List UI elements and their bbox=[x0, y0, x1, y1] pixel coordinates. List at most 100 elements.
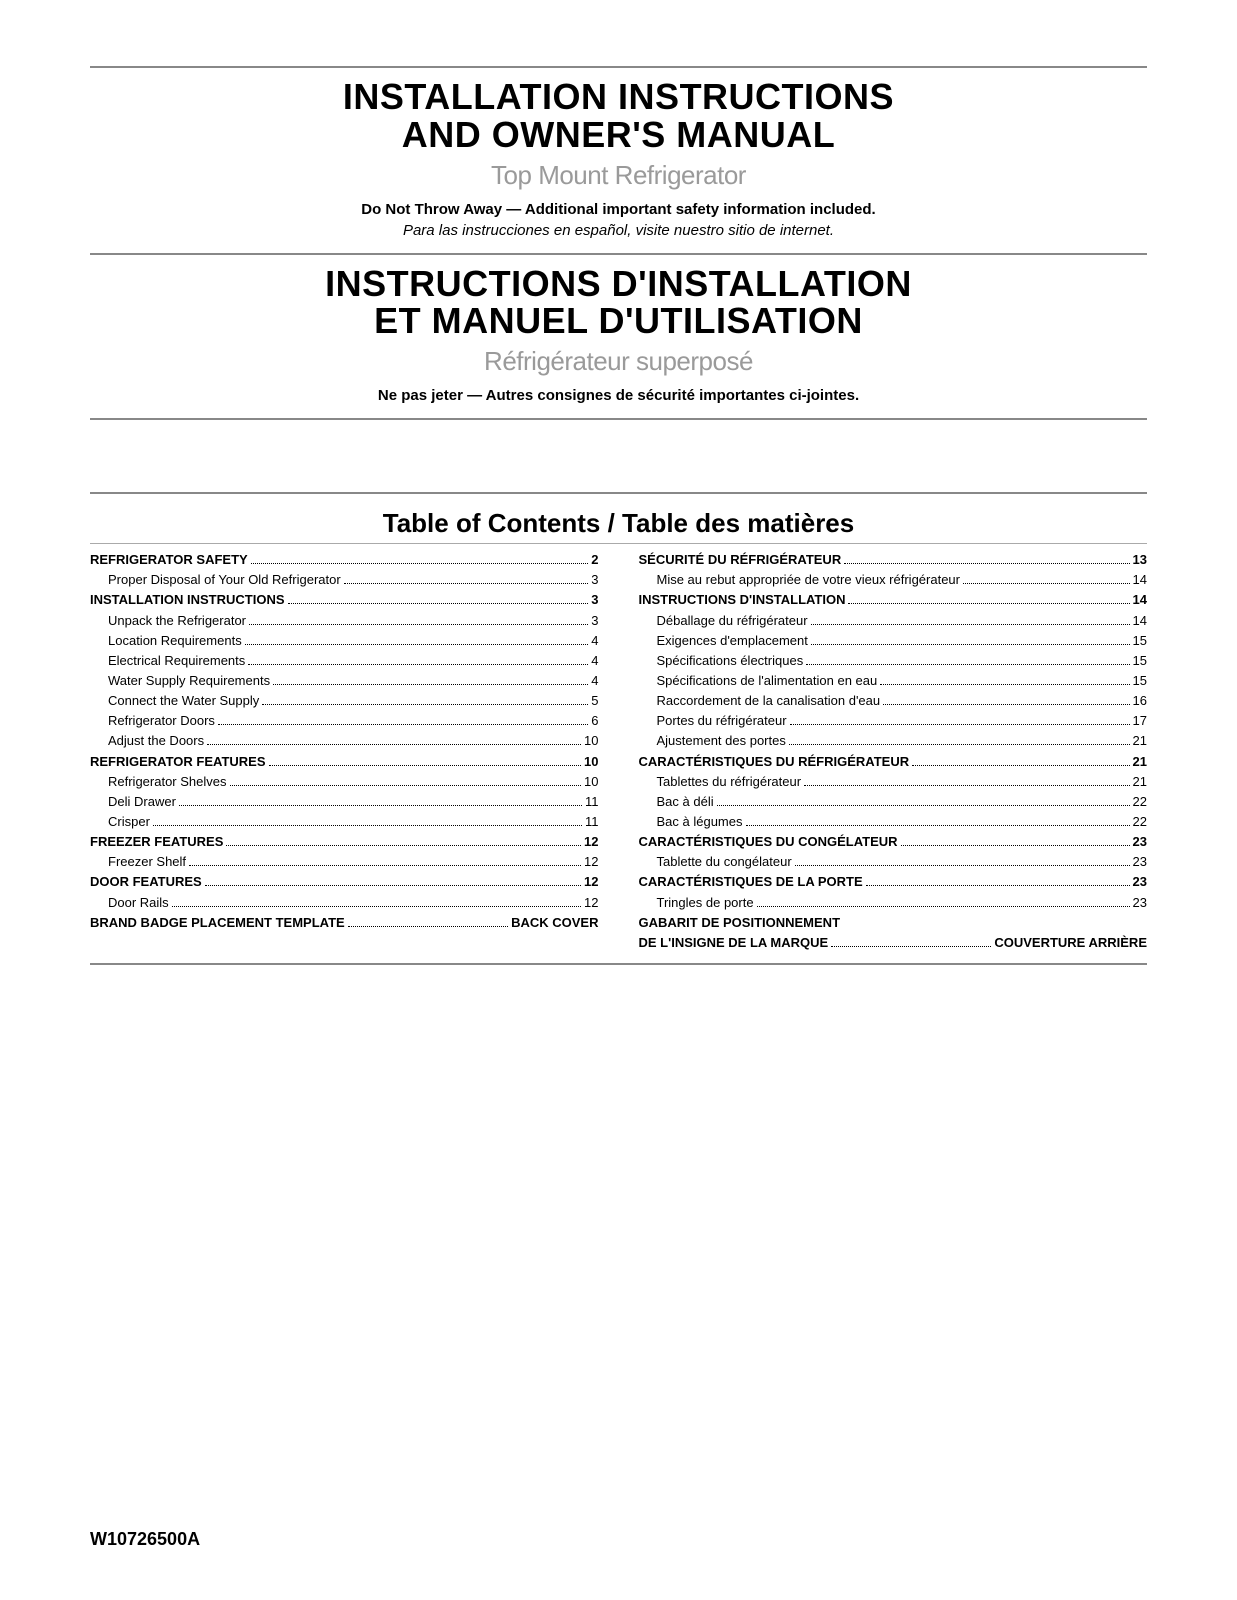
subtitle-fr: Réfrigérateur superposé bbox=[90, 346, 1147, 377]
toc-page: 16 bbox=[1133, 691, 1147, 711]
toc-page: 12 bbox=[584, 852, 598, 872]
toc-leader-dots bbox=[172, 906, 581, 907]
toc-label: Door Rails bbox=[90, 893, 169, 913]
toc-row: Spécifications électriques15 bbox=[639, 651, 1148, 671]
toc-label: REFRIGERATOR FEATURES bbox=[90, 752, 266, 772]
toc-leader-dots bbox=[248, 664, 588, 665]
toc-label: Water Supply Requirements bbox=[90, 671, 270, 691]
rule-mid2 bbox=[90, 418, 1147, 420]
toc-label: Spécifications de l'alimentation en eau bbox=[639, 671, 878, 691]
toc-label: SÉCURITÉ DU RÉFRIGÉRATEUR bbox=[639, 550, 842, 570]
toc-row: Mise au rebut appropriée de votre vieux … bbox=[639, 570, 1148, 590]
toc-page: 4 bbox=[591, 631, 598, 651]
header-french: INSTRUCTIONS D'INSTALLATION ET MANUEL D'… bbox=[90, 265, 1147, 405]
toc-row: GABARIT DE POSITIONNEMENT bbox=[639, 913, 1148, 933]
subtitle-en: Top Mount Refrigerator bbox=[90, 160, 1147, 191]
toc-page: 15 bbox=[1133, 671, 1147, 691]
toc-label: Déballage du réfrigérateur bbox=[639, 611, 808, 631]
toc-page: 4 bbox=[591, 671, 598, 691]
toc-page: 14 bbox=[1133, 590, 1147, 610]
toc-label: DE L'INSIGNE DE LA MARQUE bbox=[639, 933, 829, 953]
toc-page: 3 bbox=[591, 590, 598, 610]
toc-label: Exigences d'emplacement bbox=[639, 631, 808, 651]
toc-leader-dots bbox=[717, 805, 1130, 806]
toc-page: 23 bbox=[1133, 872, 1147, 892]
toc-page: 12 bbox=[584, 893, 598, 913]
rule-toc-top bbox=[90, 492, 1147, 494]
toc-leader-dots bbox=[207, 744, 581, 745]
toc-row: INSTRUCTIONS D'INSTALLATION14 bbox=[639, 590, 1148, 610]
toc-row: Proper Disposal of Your Old Refrigerator… bbox=[90, 570, 599, 590]
toc-leader-dots bbox=[901, 845, 1130, 846]
header-english: INSTALLATION INSTRUCTIONS AND OWNER'S MA… bbox=[90, 78, 1147, 239]
toc-leader-dots bbox=[269, 765, 582, 766]
toc-row: CARACTÉRISTIQUES DU RÉFRIGÉRATEUR 21 bbox=[639, 752, 1148, 772]
toc-row: Water Supply Requirements 4 bbox=[90, 671, 599, 691]
toc-row: Crisper11 bbox=[90, 812, 599, 832]
toc-page: 12 bbox=[584, 832, 598, 852]
toc-leader-dots bbox=[251, 563, 589, 564]
toc-row: Connect the Water Supply5 bbox=[90, 691, 599, 711]
toc-leader-dots bbox=[189, 865, 581, 866]
toc-label: Tablette du congélateur bbox=[639, 852, 792, 872]
toc-row: Tablette du congélateur 23 bbox=[639, 852, 1148, 872]
toc-row: FREEZER FEATURES 12 bbox=[90, 832, 599, 852]
toc-page: 10 bbox=[584, 752, 598, 772]
toc-page: 10 bbox=[584, 731, 598, 751]
toc-label: Mise au rebut appropriée de votre vieux … bbox=[639, 570, 961, 590]
toc-leader-dots bbox=[795, 865, 1130, 866]
toc-page: BACK COVER bbox=[511, 913, 598, 933]
toc-page: 17 bbox=[1133, 711, 1147, 731]
toc-leader-dots bbox=[273, 684, 588, 685]
toc-page: 21 bbox=[1133, 731, 1147, 751]
toc-label: FREEZER FEATURES bbox=[90, 832, 223, 852]
toc-row: Electrical Requirements4 bbox=[90, 651, 599, 671]
toc-page: 21 bbox=[1133, 752, 1147, 772]
note-es: Para las instrucciones en español, visit… bbox=[90, 222, 1147, 239]
toc-label: Bac à déli bbox=[639, 792, 714, 812]
toc-page: 5 bbox=[591, 691, 598, 711]
toc-leader-dots bbox=[963, 583, 1130, 584]
toc-leader-dots bbox=[880, 684, 1129, 685]
title-en-line1: INSTALLATION INSTRUCTIONS bbox=[90, 78, 1147, 116]
toc-page: 23 bbox=[1133, 832, 1147, 852]
toc-row: DE L'INSIGNE DE LA MARQUECOUVERTURE ARRI… bbox=[639, 933, 1148, 953]
toc-label: Tablettes du réfrigérateur bbox=[639, 772, 802, 792]
toc-leader-dots bbox=[288, 603, 589, 604]
toc-leader-dots bbox=[806, 664, 1129, 665]
toc-leader-dots bbox=[811, 644, 1130, 645]
toc-row: Location Requirements4 bbox=[90, 631, 599, 651]
toc-leader-dots bbox=[348, 926, 508, 927]
toc-row: Refrigerator Shelves 10 bbox=[90, 772, 599, 792]
toc-label: Refrigerator Shelves bbox=[90, 772, 227, 792]
toc-row: Refrigerator Doors6 bbox=[90, 711, 599, 731]
toc-row: REFRIGERATOR SAFETY2 bbox=[90, 550, 599, 570]
toc-label: GABARIT DE POSITIONNEMENT bbox=[639, 913, 841, 933]
toc-columns: REFRIGERATOR SAFETY2Proper Disposal of Y… bbox=[90, 550, 1147, 953]
toc-label: Electrical Requirements bbox=[90, 651, 245, 671]
toc-page: 10 bbox=[584, 772, 598, 792]
toc-label: Bac à légumes bbox=[639, 812, 743, 832]
toc-page: 12 bbox=[584, 872, 598, 892]
toc-leader-dots bbox=[249, 624, 588, 625]
toc-label: CARACTÉRISTIQUES DU RÉFRIGÉRATEUR bbox=[639, 752, 910, 772]
toc-leader-dots bbox=[153, 825, 582, 826]
toc-leader-dots bbox=[844, 563, 1129, 564]
title-en-line2: AND OWNER'S MANUAL bbox=[90, 116, 1147, 154]
rule-toc-bottom bbox=[90, 963, 1147, 965]
toc-label: Freezer Shelf bbox=[90, 852, 186, 872]
toc-page: 11 bbox=[585, 792, 599, 812]
toc-leader-dots bbox=[811, 624, 1130, 625]
toc-page: 2 bbox=[591, 550, 598, 570]
toc-label: Raccordement de la canalisation d'eau bbox=[639, 691, 881, 711]
toc-label: CARACTÉRISTIQUES DE LA PORTE bbox=[639, 872, 863, 892]
warning-en: Do Not Throw Away — Additional important… bbox=[90, 201, 1147, 218]
toc-row: Tablettes du réfrigérateur21 bbox=[639, 772, 1148, 792]
title-fr-line2: ET MANUEL D'UTILISATION bbox=[90, 302, 1147, 340]
toc-leader-dots bbox=[789, 744, 1130, 745]
toc-row: Bac à légumes22 bbox=[639, 812, 1148, 832]
toc-page: 23 bbox=[1133, 852, 1147, 872]
toc-row: DOOR FEATURES12 bbox=[90, 872, 599, 892]
toc-leader-dots bbox=[912, 765, 1129, 766]
toc-leader-dots bbox=[218, 724, 588, 725]
